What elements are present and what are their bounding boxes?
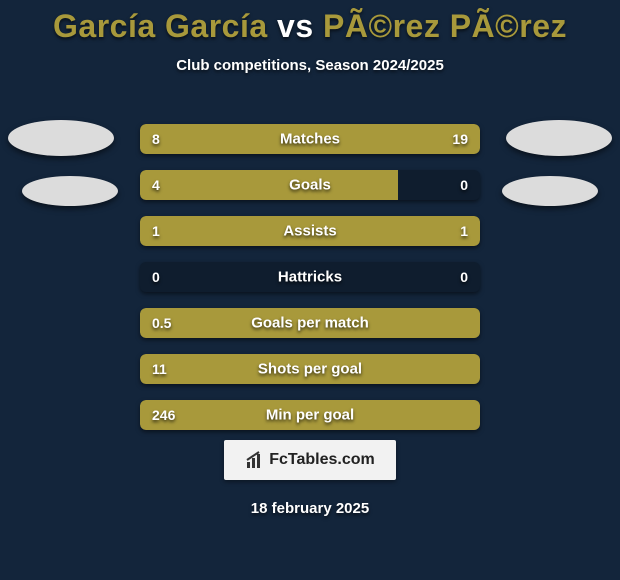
- stat-bar-right: [241, 124, 480, 154]
- page-title: García García vs PÃ©rez PÃ©rez: [0, 0, 620, 45]
- stat-row: 11Assists: [140, 216, 480, 246]
- stat-bar-left: [140, 170, 398, 200]
- stats-container: 819Matches40Goals11Assists00Hattricks0.5…: [140, 124, 480, 446]
- stat-value-right: 0: [460, 177, 468, 193]
- title-vs: vs: [277, 8, 314, 44]
- player1-name: García García: [53, 8, 268, 44]
- stat-value-right: 1: [460, 223, 468, 239]
- stat-row: 246Min per goal: [140, 400, 480, 430]
- date-label: 18 february 2025: [0, 500, 620, 517]
- stat-bar-right: [310, 216, 480, 246]
- stat-value-left: 11: [152, 361, 167, 377]
- avatar-right-1: [506, 120, 612, 156]
- player2-name: PÃ©rez PÃ©rez: [323, 8, 567, 44]
- stat-value-left: 0.5: [152, 315, 171, 331]
- stat-value-left: 4: [152, 177, 160, 193]
- stat-value-left: 8: [152, 131, 160, 147]
- stat-label: Hattricks: [140, 269, 480, 286]
- stat-row: 819Matches: [140, 124, 480, 154]
- stat-row: 0 0Hattricks: [140, 262, 480, 292]
- fctables-logo: FcTables.com: [224, 440, 396, 480]
- stat-bar-left: [140, 354, 480, 384]
- subtitle: Club competitions, Season 2024/2025: [0, 57, 620, 74]
- stat-bar-left: [140, 216, 310, 246]
- logo-text: FcTables.com: [269, 451, 375, 469]
- stat-value-left: 246: [152, 407, 175, 423]
- stat-bar-left: [140, 400, 480, 430]
- stat-value-right: 0: [460, 269, 468, 285]
- avatar-left-2: [22, 176, 118, 206]
- stat-row: 0.5Goals per match: [140, 308, 480, 338]
- avatar-right-2: [502, 176, 598, 206]
- stat-row: 11Shots per goal: [140, 354, 480, 384]
- stat-value-left: 0: [152, 269, 160, 285]
- avatar-left-1: [8, 120, 114, 156]
- stat-bar-left: [140, 308, 480, 338]
- stat-row: 40Goals: [140, 170, 480, 200]
- stat-value-left: 1: [152, 223, 160, 239]
- logo-chart-icon: [245, 450, 265, 470]
- stat-value-right: 19: [452, 131, 468, 147]
